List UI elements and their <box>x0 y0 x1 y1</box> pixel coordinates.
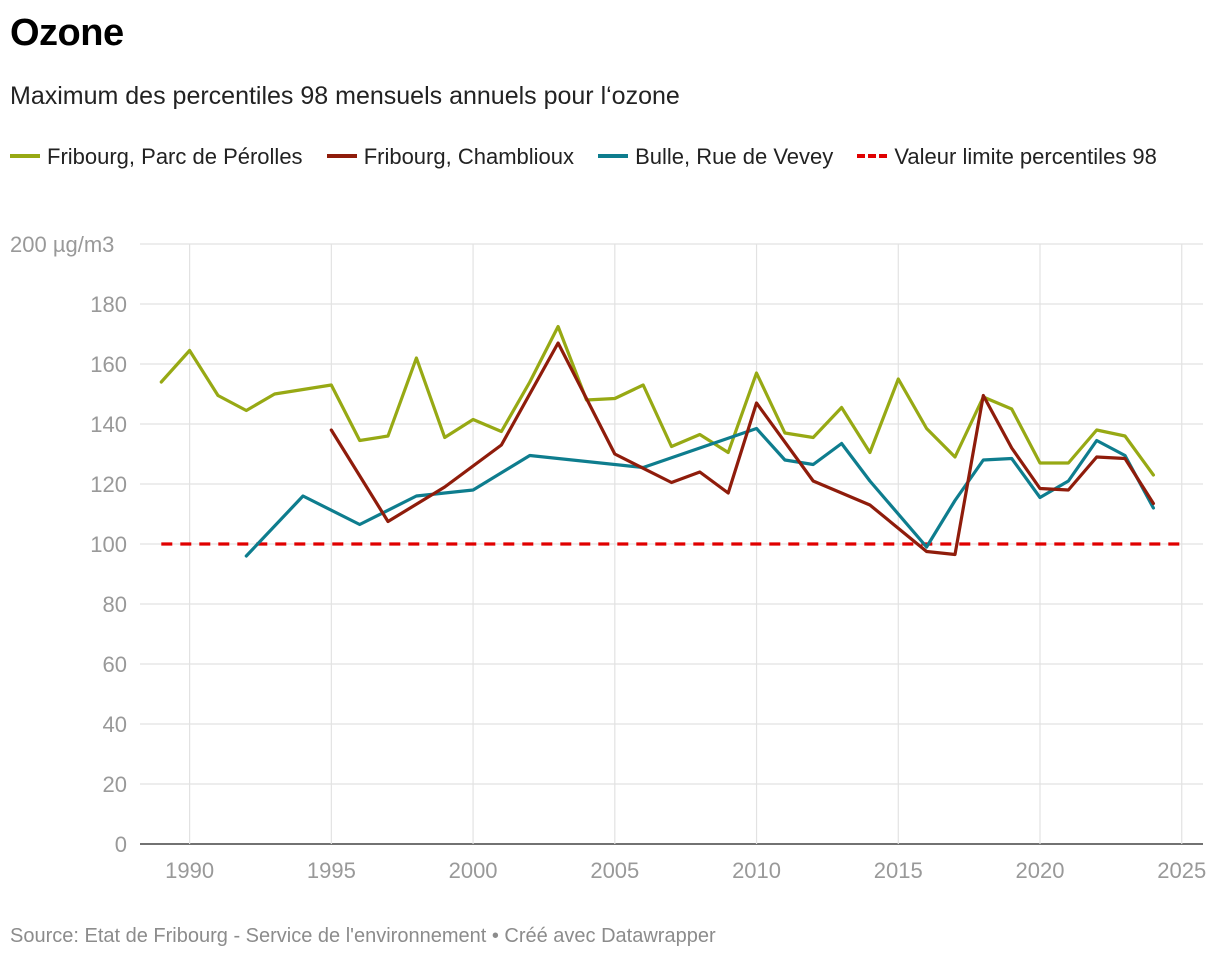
series-line-bulle-rue-de-vevey <box>244 426 1156 558</box>
y-tick-label-80: 80 <box>103 592 127 617</box>
x-tick-label-2005: 2005 <box>590 858 639 883</box>
legend: Fribourg, Parc de Pérolles Fribourg, Cha… <box>10 138 1205 175</box>
legend-item-bulle: Bulle, Rue de Vevey <box>598 138 833 175</box>
legend-item-chamblioux: Fribourg, Chamblioux <box>326 138 574 175</box>
x-tick-label-2000: 2000 <box>449 858 498 883</box>
x-tick-label-2020: 2020 <box>1016 858 1065 883</box>
source-note: Source: Etat de Fribourg - Service de l'… <box>10 925 716 947</box>
legend-label-chamblioux: Fribourg, Chamblioux <box>363 144 574 169</box>
series-line-fribourg-chamblioux <box>329 341 1156 557</box>
y-tick-label-180: 180 <box>90 292 127 317</box>
x-tick-label-1995: 1995 <box>307 858 356 883</box>
x-tick-label-1990: 1990 <box>165 858 214 883</box>
y-tick-label-100: 100 <box>90 532 127 557</box>
y-tick-label-0: 0 <box>115 832 127 857</box>
y-tick-label-40: 40 <box>103 712 127 737</box>
y-tick-label-200: 200 µg/m3 <box>10 232 114 257</box>
y-tick-label-140: 140 <box>90 412 127 437</box>
legend-item-perolles: Fribourg, Parc de Pérolles <box>10 138 303 175</box>
series-line-fribourg-parc-de-perolles <box>159 324 1156 477</box>
legend-label-limit: Valeur limite percentiles 98 <box>894 144 1157 169</box>
x-tick-label-2010: 2010 <box>732 858 781 883</box>
x-tick-label-2015: 2015 <box>874 858 923 883</box>
legend-swatch-perolles <box>10 154 40 159</box>
x-tick-label-2025: 2025 <box>1157 858 1206 883</box>
legend-item-limit: Valeur limite percentiles 98 <box>857 138 1157 175</box>
y-tick-label-160: 160 <box>90 352 127 377</box>
y-tick-label-60: 60 <box>103 652 127 677</box>
legend-swatch-limit <box>857 154 888 159</box>
legend-label-perolles: Fribourg, Parc de Pérolles <box>47 144 303 169</box>
y-tick-label-20: 20 <box>103 772 127 797</box>
chart-subtitle: Maximum des percentiles 98 mensuels annu… <box>10 82 680 110</box>
chart-title: Ozone <box>10 12 124 54</box>
y-tick-label-120: 120 <box>90 472 127 497</box>
legend-swatch-chamblioux <box>326 154 357 159</box>
legend-swatch-bulle <box>598 154 629 159</box>
legend-label-bulle: Bulle, Rue de Vevey <box>635 144 834 169</box>
